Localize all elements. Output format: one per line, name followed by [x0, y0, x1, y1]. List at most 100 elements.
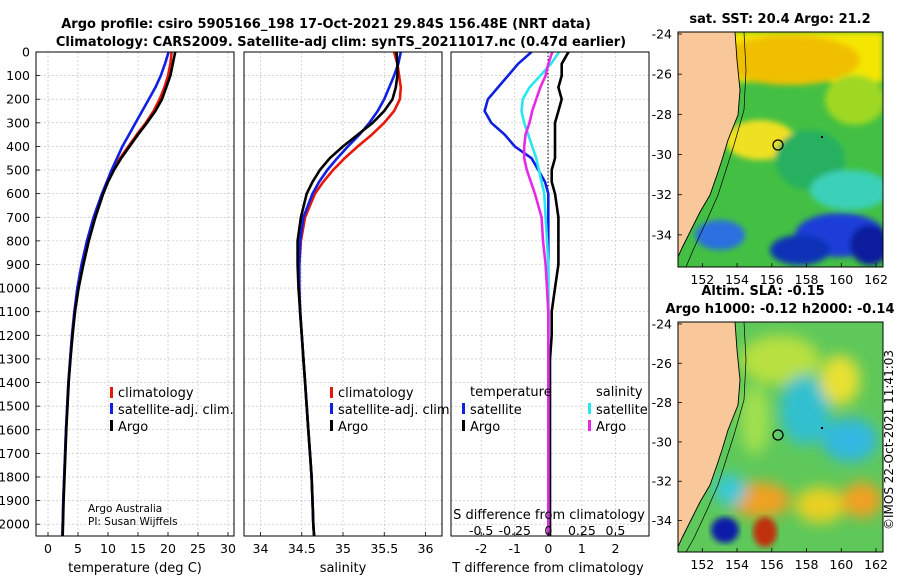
- argo-position-marker: [772, 139, 784, 151]
- depth-tick-label: 200: [6, 92, 30, 107]
- lat-tick-label: -32: [652, 474, 672, 489]
- legend-sargo-label: Argo: [596, 420, 626, 435]
- legend-argo-label: Argo: [338, 420, 368, 435]
- legend-targo-label: Argo: [470, 420, 500, 435]
- depth-tick-label: 1500: [0, 399, 30, 414]
- sla-low-eddy: [711, 517, 739, 543]
- series-line-salinity-argo: [522, 52, 554, 536]
- x-tick-label: 0: [544, 541, 552, 556]
- depth-tick-label: 900: [6, 257, 30, 272]
- x-tick-label: -2: [475, 541, 487, 556]
- island-marker: [821, 427, 823, 429]
- depth-tick-label: 600: [6, 186, 30, 201]
- sdiff-tick-labels: -0.5 -0.25 0 0.25 0.5: [469, 523, 625, 538]
- legend-sat-swatch: [110, 403, 113, 414]
- x-tick-label: 35: [335, 541, 351, 556]
- lon-tick-label: 162: [864, 557, 888, 572]
- sdiff-tick-label: 0.25: [568, 523, 596, 538]
- depth-tick-label: 2000: [0, 517, 30, 532]
- x-tick-label: 2: [611, 541, 619, 556]
- depth-tick-label: 800: [6, 233, 30, 248]
- x-tick-label: 1: [578, 541, 586, 556]
- x-tick-label: 34.5: [288, 541, 316, 556]
- legend-argo-swatch: [110, 420, 113, 431]
- temperature-lines: [61, 52, 177, 536]
- legend-clim-swatch: [330, 387, 333, 398]
- depth-tick-label: 0: [22, 45, 30, 60]
- depth-tick-label: 300: [6, 115, 30, 130]
- sla-map-title: Altim. SLA: -0.15: [701, 284, 824, 299]
- imos-timestamp: ©IMOS 22-Oct-2021 11:41:03: [882, 350, 896, 530]
- sst-field: [678, 32, 883, 267]
- temperature-legend: climatology satellite-adj. clim. Argo: [110, 386, 234, 435]
- sdiff-tick-label: -0.25: [499, 523, 531, 538]
- temperature-plot-area: [36, 52, 234, 536]
- salinity-panel: 34 34.5 35 35.5 36 salinity climatology sate…: [243, 51, 454, 576]
- depth-tick-label: 1900: [0, 493, 30, 508]
- legend-ssat-label: satellite: [596, 403, 648, 418]
- figure-title-line2: Climatology: CARS2009. Satellite-adj cli…: [56, 35, 626, 50]
- lon-tick-label: 162: [864, 272, 888, 287]
- lat-tick-label: -28: [652, 395, 672, 410]
- lon-tick-label: 160: [829, 557, 853, 572]
- difference-panel: -2 -1 0 1 2 T difference from climatology S …: [450, 51, 650, 576]
- credit-line2: PI: Susan Wijffels: [88, 516, 178, 528]
- lat-tick-label: -24: [652, 27, 672, 42]
- depth-tick-label: 1300: [0, 351, 30, 366]
- lat-tick-label: -32: [652, 187, 672, 202]
- sla-lon-ticks: 152 154 156 158 160 162: [690, 548, 888, 572]
- legend-argo-swatch: [330, 420, 333, 431]
- sst-lat-ticks: -24 -26 -28 -30 -32 -34: [652, 27, 682, 242]
- lon-tick-label: 152: [690, 557, 714, 572]
- sla-isobath: [685, 322, 747, 552]
- lat-tick-label: -26: [652, 67, 672, 82]
- salinity-xlabel: salinity: [320, 561, 367, 576]
- difference-legend: temperature satellite Argo salinity sate…: [462, 385, 648, 435]
- sst-map-title: sat. SST: 20.4 Argo: 21.2: [689, 12, 870, 27]
- depth-tick-label: 1000: [0, 281, 30, 296]
- lat-tick-label: -30: [652, 147, 672, 162]
- lon-tick-label: 156: [760, 557, 784, 572]
- x-tick-label: 34: [253, 541, 269, 556]
- sst-lon-ticks: 152 154 156 158 160 162: [690, 263, 888, 287]
- salinity-legend: climatology satellite-adj. clim. Argo: [330, 386, 454, 435]
- sdiff-label: S difference from climatology: [453, 508, 645, 523]
- difference-frame: [450, 51, 650, 537]
- legend-sat-label: satellite-adj. clim.: [338, 403, 454, 418]
- sst-land: [678, 32, 741, 258]
- x-tick-label: 35.5: [370, 541, 398, 556]
- temperature-x-tick-labels: 0 5 10 15 20 25 30: [44, 532, 236, 556]
- legend-sat-swatch: [330, 403, 333, 414]
- series-line-argo: [61, 52, 177, 536]
- x-tick-label: 5: [74, 541, 82, 556]
- legend-salinity-heading: salinity: [596, 385, 643, 400]
- sla-map: Altim. SLA: -0.15 Argo h1000: -0.12 h200…: [652, 284, 895, 572]
- credit-line1: Argo Australia: [88, 503, 162, 515]
- legend-temperature-heading: temperature: [470, 385, 552, 400]
- depth-tick-label: 400: [6, 139, 30, 154]
- salinity-x-tick-labels: 34 34.5 35 35.5 36: [253, 532, 433, 556]
- depth-tick-label: 1400: [0, 375, 30, 390]
- sla-field: [678, 322, 883, 552]
- lat-tick-label: -26: [652, 356, 672, 371]
- lat-tick-label: -30: [652, 434, 672, 449]
- legend-sargo-swatch: [588, 420, 591, 431]
- lon-tick-label: 158: [795, 272, 819, 287]
- depth-tick-label: 1700: [0, 446, 30, 461]
- series-line-temperature-argo: [548, 52, 570, 536]
- lon-tick-label: 152: [690, 272, 714, 287]
- lat-tick-label: -34: [652, 227, 672, 242]
- legend-clim-swatch: [110, 387, 113, 398]
- depth-tick-label: 100: [6, 68, 30, 83]
- x-tick-label: 25: [190, 541, 206, 556]
- lat-tick-label: -34: [652, 513, 672, 528]
- series-line-argo: [296, 52, 399, 536]
- temperature-panel: 0100200300400500600700800900100011001200…: [0, 45, 236, 577]
- temperature-frame: [35, 51, 235, 537]
- x-tick-label: 15: [130, 541, 146, 556]
- x-tick-label: 30: [220, 541, 236, 556]
- x-tick-label: 10: [100, 541, 116, 556]
- sst-isobath: [685, 32, 747, 267]
- tdiff-xlabel: T difference from climatology: [451, 561, 644, 576]
- depth-tick-label: 1600: [0, 422, 30, 437]
